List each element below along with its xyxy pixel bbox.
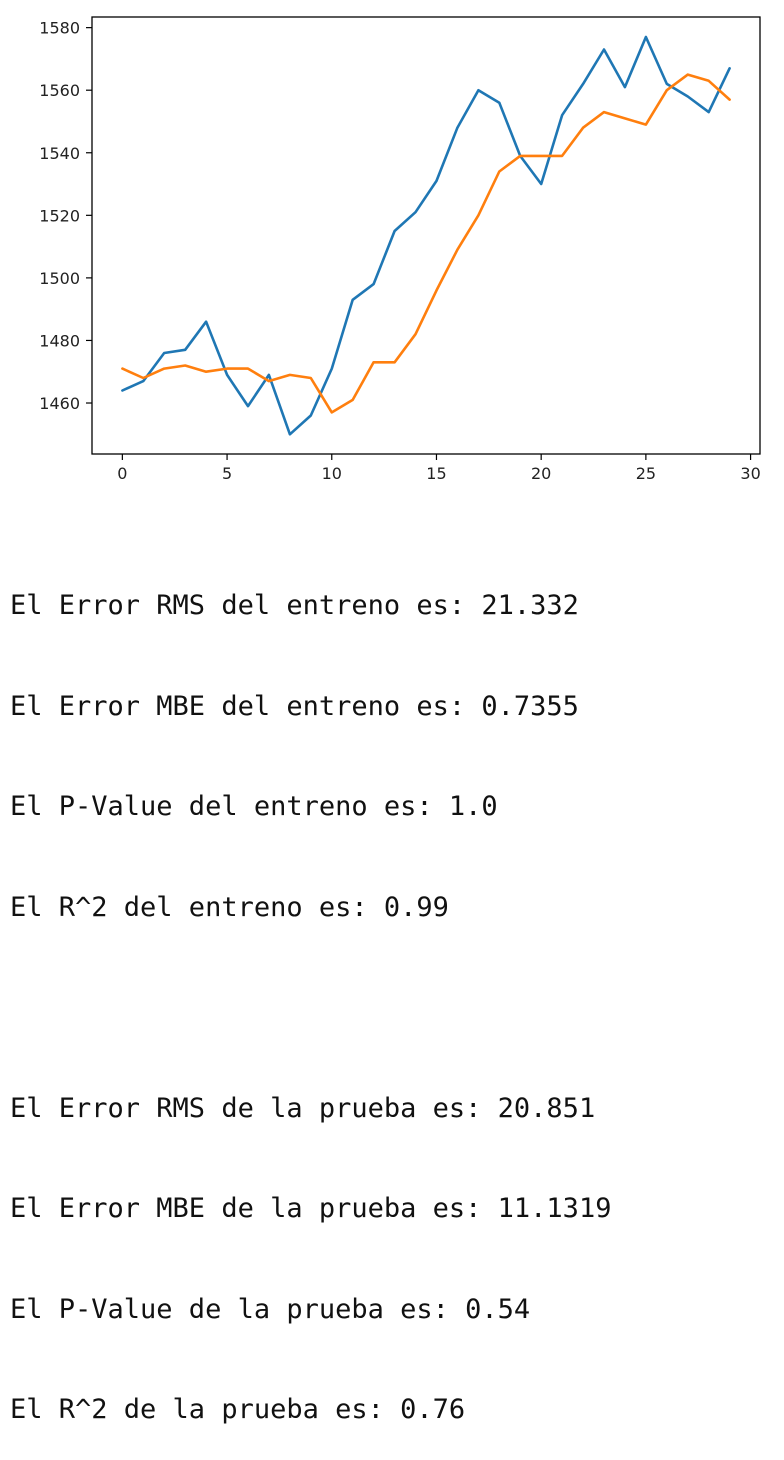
x-tick-label: 15 [426, 464, 446, 483]
output-blank-line [10, 991, 611, 1025]
output-line-mbe-train: El Error MBE del entreno es: 0.7355 [10, 690, 579, 722]
output-line-pvalue-test: El P-Value de la prueba es: 0.54 [10, 1293, 531, 1325]
y-tick-label: 1560 [39, 81, 80, 100]
y-tick-label: 1540 [39, 144, 80, 163]
output-line-mbe-test: El Error MBE de la prueba es: 11.1319 [10, 1193, 612, 1224]
x-tick-label: 0 [117, 464, 127, 483]
y-tick-label: 1480 [39, 331, 80, 350]
output-line-r2-test: El R^2 de la prueba es: 0.76 [10, 1394, 466, 1425]
x-tick-label: 25 [636, 464, 656, 483]
y-tick-label: 1520 [39, 206, 80, 225]
y-tick-label: 1460 [39, 394, 80, 413]
series-line-2 [121, 73, 731, 414]
output-line-rms-test: El Error RMS de la prueba es: 20.851 [10, 1092, 596, 1124]
series-layer [121, 35, 731, 436]
output-line-rms-train: El Error RMS del entreno es: 21.332 [10, 590, 579, 621]
x-tick-label: 30 [740, 464, 760, 483]
x-tick-label: 10 [322, 464, 342, 483]
plot-frame [91, 16, 761, 455]
output-line-pvalue-train: El P-Value del entreno es: 1.0 [10, 791, 498, 822]
series-line-1 [121, 35, 731, 436]
y-tick-label: 1580 [39, 19, 80, 38]
y-tick-label: 1500 [39, 269, 80, 288]
x-tick-label: 5 [222, 464, 232, 483]
x-tick-label: 20 [531, 464, 551, 483]
output-line-r2-train: El R^2 del entreno es: 0.99 [10, 891, 449, 923]
console-output: El Error RMS del entreno es: 21.332 El E… [10, 522, 611, 1460]
